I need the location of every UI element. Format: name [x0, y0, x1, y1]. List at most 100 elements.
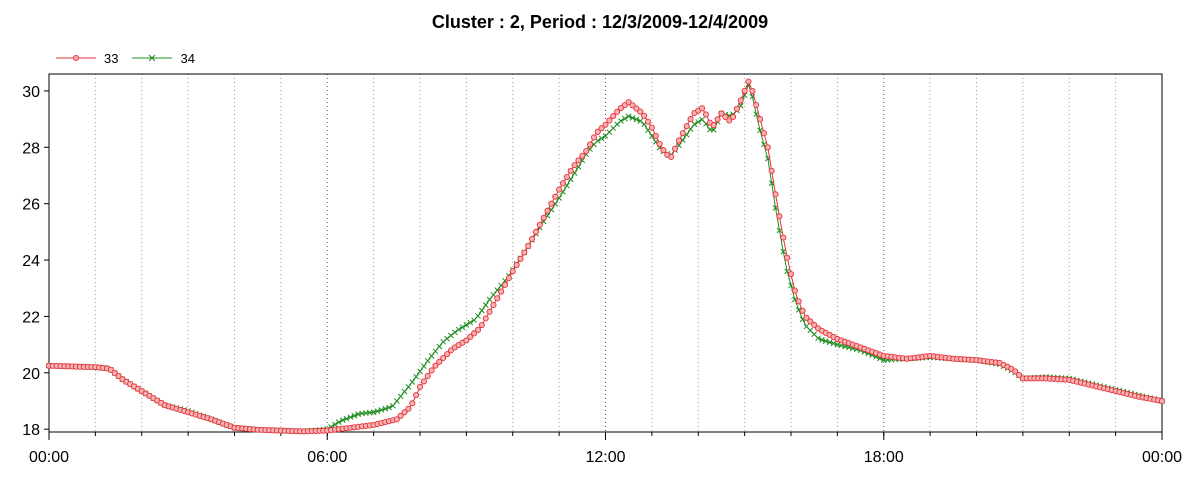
- data-point-33: [710, 122, 717, 129]
- data-point-34: [625, 113, 632, 120]
- data-point-33: [556, 186, 563, 193]
- data-point-33: [397, 412, 404, 419]
- y-tick-label: 26: [22, 197, 40, 214]
- data-point-33: [656, 140, 663, 148]
- legend-label-33: 33: [104, 50, 119, 66]
- data-point-33: [699, 105, 706, 112]
- data-point-34: [710, 127, 717, 133]
- data-point-33: [559, 180, 567, 187]
- data-point-33: [420, 378, 427, 385]
- data-point-34: [633, 116, 640, 123]
- data-point-33: [811, 321, 818, 328]
- data-point-34: [830, 340, 837, 347]
- data-point-33: [745, 78, 752, 85]
- data-point-34: [815, 335, 821, 342]
- data-point-33: [494, 295, 501, 302]
- data-point-34: [455, 326, 462, 333]
- data-point-33: [772, 191, 779, 198]
- data-point-34: [822, 338, 829, 344]
- data-point-34: [335, 419, 342, 425]
- data-point-33: [444, 351, 451, 358]
- data-point-33: [393, 416, 400, 423]
- data-point-33: [567, 167, 574, 174]
- data-point-33: [1158, 397, 1166, 405]
- data-point-34: [780, 248, 787, 255]
- data-point-33: [648, 124, 655, 131]
- data-point-34: [776, 227, 783, 234]
- data-point-33: [753, 101, 760, 109]
- data-point-33: [787, 271, 795, 278]
- data-point-34: [409, 379, 416, 385]
- legend-swatch-34: [132, 54, 173, 62]
- data-point-33: [428, 367, 435, 374]
- data-point-33: [509, 268, 516, 275]
- data-point-34: [351, 412, 358, 419]
- data-point-34: [448, 332, 454, 339]
- data-point-34: [370, 409, 377, 416]
- data-point-34: [598, 135, 605, 142]
- data-point-33: [784, 254, 791, 261]
- data-point-34: [378, 407, 385, 413]
- data-point-33: [799, 307, 806, 314]
- y-tick-label: 30: [22, 84, 40, 101]
- y-tick-label: 18: [22, 422, 40, 439]
- data-point-33: [413, 392, 420, 399]
- data-point-33: [583, 147, 590, 155]
- data-point-33: [575, 157, 582, 164]
- data-point-33: [405, 405, 412, 412]
- data-point-34: [451, 329, 458, 336]
- data-point-33: [498, 288, 505, 295]
- data-point-33: [111, 369, 118, 377]
- data-point-33: [672, 145, 679, 152]
- data-point-33: [563, 173, 570, 181]
- data-point-34: [405, 384, 412, 390]
- data-point-34: [421, 363, 427, 369]
- data-point-33: [668, 153, 675, 160]
- legend-swatch-33: [56, 55, 96, 61]
- data-point-34: [741, 92, 748, 98]
- data-point-34: [440, 338, 447, 345]
- data-point-33: [687, 116, 694, 123]
- data-point-34: [463, 322, 470, 328]
- data-point-33: [474, 326, 482, 333]
- data-point-33: [606, 117, 613, 124]
- data-point-33: [652, 132, 659, 139]
- data-point-34: [459, 324, 466, 331]
- data-point-33: [579, 152, 586, 159]
- data-point-33: [749, 87, 756, 94]
- data-point-33: [737, 97, 744, 104]
- x-tick-label: 00:00: [1142, 449, 1182, 466]
- data-point-33: [714, 116, 721, 123]
- data-point-33: [432, 362, 439, 369]
- legend: 33 34: [56, 49, 209, 67]
- data-point-34: [482, 302, 489, 308]
- chart-title: Cluster : 2, Period : 12/3/2009-12/4/200…: [431, 12, 769, 32]
- data-point-34: [417, 368, 423, 375]
- data-point-33: [602, 121, 609, 128]
- y-tick-label: 22: [22, 309, 40, 326]
- data-point-33: [760, 130, 767, 137]
- data-point-33: [529, 235, 536, 242]
- y-tick-label: 28: [22, 140, 40, 157]
- data-point-34: [428, 353, 435, 359]
- data-point-34: [413, 373, 419, 380]
- data-point-33: [660, 147, 667, 154]
- data-point-34: [386, 404, 392, 411]
- data-point-33: [594, 128, 601, 135]
- data-point-33: [424, 372, 431, 379]
- data-point-34: [397, 393, 404, 400]
- data-point-33: [467, 333, 474, 340]
- legend-label-34: 34: [180, 50, 195, 66]
- data-point-34: [788, 282, 794, 289]
- data-point-33: [501, 281, 509, 288]
- data-point-33: [629, 102, 636, 109]
- data-point-33: [536, 221, 543, 228]
- data-point-34: [339, 417, 346, 423]
- data-point-33: [764, 144, 771, 151]
- y-tick-label: 20: [22, 366, 40, 383]
- data-point-33: [780, 234, 787, 241]
- x-tick-label: 12:00: [585, 449, 625, 466]
- data-point-34: [393, 398, 400, 404]
- data-point-33: [776, 213, 783, 220]
